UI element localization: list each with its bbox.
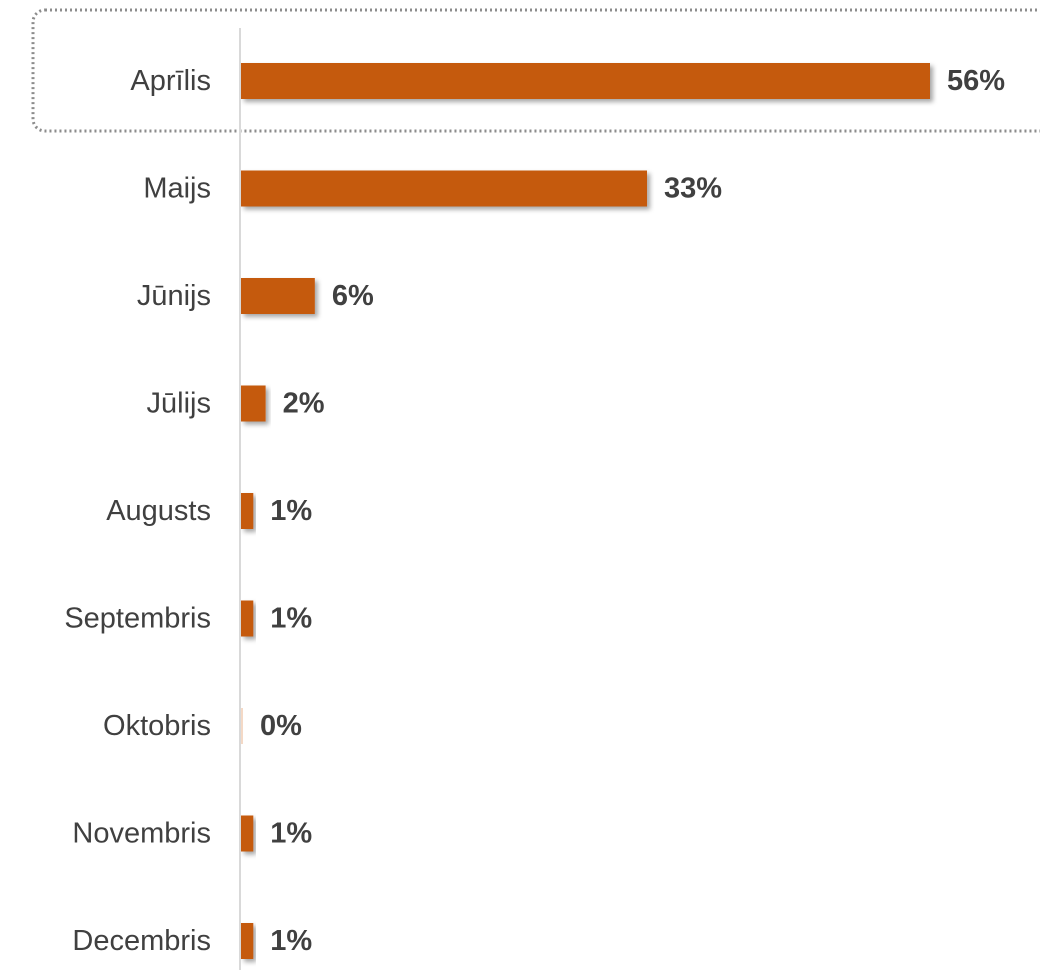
value-label-6: 0% [260,710,302,742]
bar-6 [241,708,243,744]
category-label-6: Oktobris [103,710,211,742]
value-label-5: 1% [270,603,312,635]
bar-1 [241,170,648,207]
category-label-7: Novembris [72,818,211,850]
bar-8 [241,923,254,959]
value-label-8: 1% [270,925,312,957]
category-label-2: Jūnijs [137,280,211,312]
value-label-7: 1% [270,818,312,850]
category-label-5: Septembris [64,603,211,635]
category-label-1: Maijs [143,173,211,205]
category-label-8: Decembris [72,925,211,957]
bar-2 [241,278,315,314]
bar-0 [241,63,930,99]
category-label-3: Jūlijs [147,388,211,420]
bar-4 [241,493,254,529]
value-label-2: 6% [332,280,374,312]
value-label-3: 2% [283,388,325,420]
bar-3 [241,385,266,422]
bar-7 [241,815,254,852]
value-label-4: 1% [270,495,312,527]
category-label-4: Augusts [106,495,211,527]
bar-5 [241,600,254,637]
value-label-0: 56% [947,65,1005,97]
category-label-0: Aprīlis [130,65,211,97]
value-label-1: 33% [664,173,722,205]
